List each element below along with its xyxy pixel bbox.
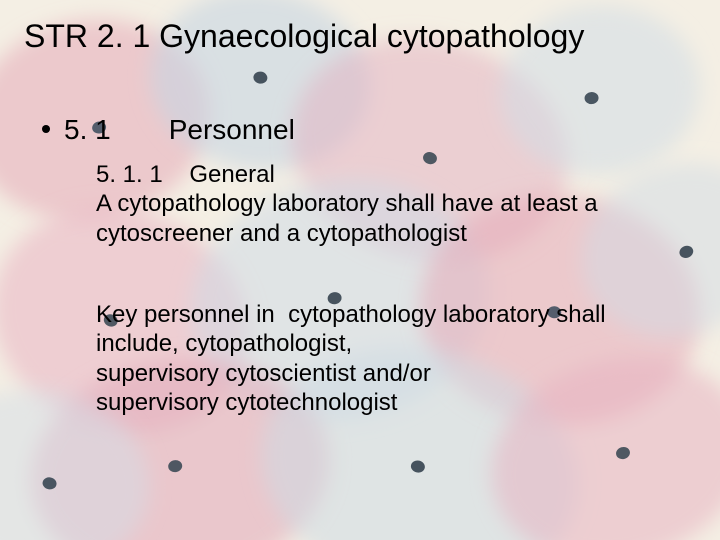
body-text-1: 5. 1. 1 GeneralA cytopathology laborator…: [96, 160, 598, 248]
slide-content: STR 2. 1 Gynaecological cytopathology 5.…: [0, 0, 720, 540]
bullet-dot-icon: [42, 125, 50, 133]
body-text-2: Key personnel in cytopathology laborator…: [96, 300, 606, 417]
section-label: Personnel: [169, 114, 295, 146]
slide: STR 2. 1 Gynaecological cytopathology 5.…: [0, 0, 720, 540]
bullet-5-1: 5. 1 Personnel: [42, 114, 295, 146]
slide-title: STR 2. 1 Gynaecological cytopathology: [24, 18, 584, 55]
section-number: 5. 1: [64, 114, 111, 146]
